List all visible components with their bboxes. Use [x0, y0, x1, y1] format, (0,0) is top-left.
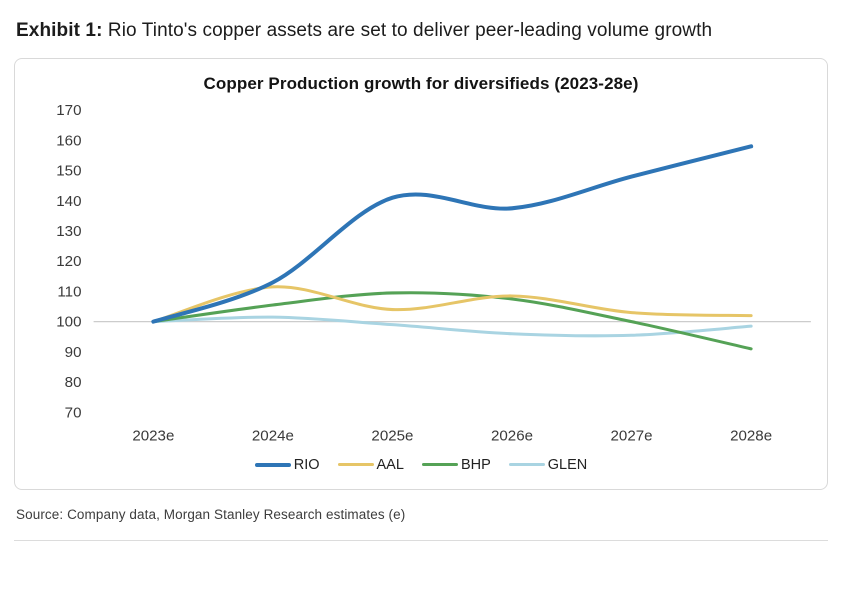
chart-legend: RIO AAL BHP GLEN	[15, 453, 827, 481]
legend-swatch-rio	[254, 462, 291, 467]
source-note: Source: Company data, Morgan Stanley Res…	[16, 506, 406, 522]
exhibit-title: Rio Tinto's copper assets are set to del…	[107, 20, 713, 41]
y-tick-label: 140	[56, 193, 81, 210]
legend-item-glen: GLEN	[508, 456, 588, 473]
legend-label-aal: AAL	[376, 456, 404, 473]
x-tick-label: 2023e	[132, 428, 174, 445]
legend-label-rio: RIO	[293, 456, 320, 473]
y-tick-label: 110	[57, 284, 81, 301]
exhibit-heading: Exhibit 1: Rio Tinto's copper assets are…	[16, 18, 726, 44]
y-tick-label: 100	[56, 314, 81, 331]
x-tick-label: 2027e	[611, 428, 653, 445]
y-tick-label: 160	[56, 133, 81, 150]
y-tick-label: 130	[56, 223, 81, 240]
page: Exhibit 1: Rio Tinto's copper assets are…	[14, 18, 828, 541]
legend-item-bhp: BHP	[421, 456, 491, 473]
legend-swatch-bhp	[421, 463, 458, 467]
legend-label-bhp: BHP	[460, 456, 491, 473]
y-tick-label: 70	[65, 405, 82, 422]
series-line-glen	[151, 315, 753, 338]
x-tick-label: 2025e	[371, 428, 413, 445]
legend-item-rio: RIO	[254, 456, 320, 473]
series-line-bhp	[151, 291, 753, 351]
exhibit-label: Exhibit 1:	[16, 20, 103, 41]
y-tick-label: 170	[56, 102, 81, 119]
series-line-rio	[151, 144, 754, 324]
y-tick-label: 150	[56, 163, 81, 180]
legend-label-glen: GLEN	[547, 456, 588, 473]
x-tick-label: 2028e	[730, 428, 772, 445]
x-tick-label: 2024e	[252, 428, 294, 445]
y-tick-label: 80	[65, 374, 82, 391]
bottom-divider	[14, 539, 828, 541]
chart-title: Copper Production growth for diversified…	[203, 74, 639, 94]
x-tick-label: 2026e	[491, 428, 533, 445]
y-tick-label: 120	[56, 253, 81, 270]
legend-swatch-aal	[337, 463, 374, 467]
chart-panel: Copper Production growth for diversified…	[14, 58, 828, 490]
y-tick-label: 90	[65, 344, 82, 361]
legend-swatch-glen	[508, 463, 545, 467]
legend-item-aal: AAL	[337, 456, 404, 473]
chart-svg: 70 80 90 100 110 120 130 140 150 160 170 2023e 2024e…	[56, 102, 811, 445]
